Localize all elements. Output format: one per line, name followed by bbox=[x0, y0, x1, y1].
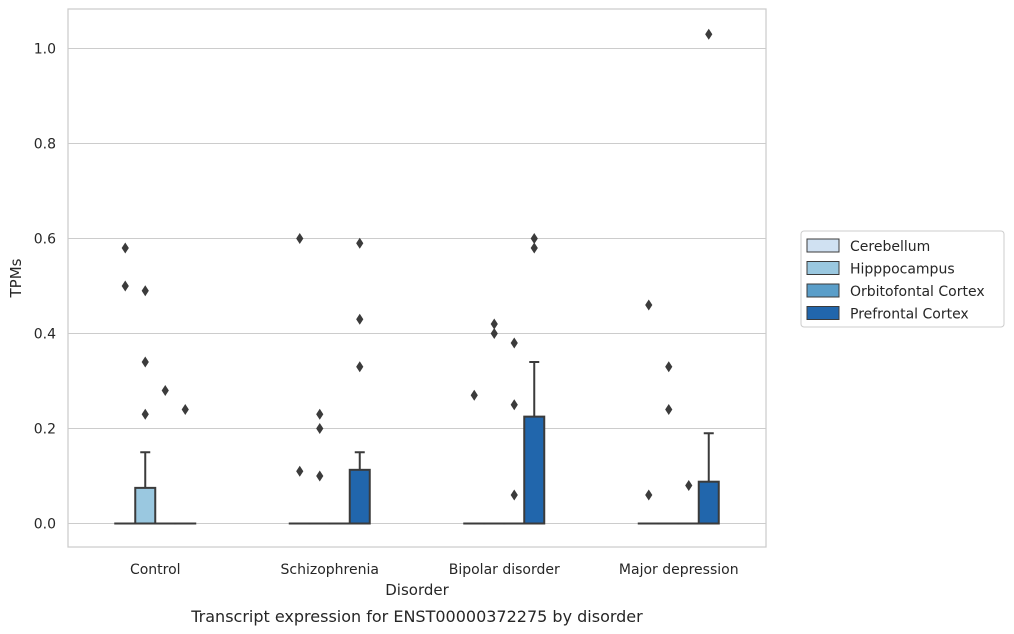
legend-label: Prefrontal Cortex bbox=[850, 307, 969, 323]
outlier-point bbox=[316, 470, 324, 482]
box-group bbox=[463, 389, 486, 525]
y-tick-label: 0.8 bbox=[34, 137, 56, 153]
box-group bbox=[483, 318, 506, 525]
legend-swatch bbox=[806, 306, 840, 320]
x-tick-label: Major depression bbox=[619, 562, 739, 578]
box-group bbox=[677, 480, 700, 525]
box-group bbox=[523, 233, 546, 525]
legend-label: Orbitofontal Cortex bbox=[850, 284, 985, 300]
box-group bbox=[154, 385, 177, 525]
outlier-point bbox=[665, 361, 673, 373]
outlier-point bbox=[316, 408, 324, 420]
outlier-point bbox=[645, 489, 653, 501]
y-tick-label: 0.4 bbox=[34, 327, 56, 343]
box bbox=[523, 415, 546, 525]
grid-lines bbox=[68, 47, 766, 525]
box-group bbox=[134, 285, 157, 525]
outlier-point bbox=[161, 385, 169, 396]
legend-frame bbox=[800, 230, 1005, 328]
box-group bbox=[174, 404, 197, 525]
x-tick-label: Bipolar disorder bbox=[449, 562, 560, 578]
box-group bbox=[308, 408, 331, 525]
box bbox=[348, 468, 371, 525]
outlier-point bbox=[141, 408, 149, 420]
box bbox=[697, 480, 720, 525]
box-group bbox=[503, 337, 526, 525]
outlier-point bbox=[510, 489, 518, 501]
y-tick-label: 0.2 bbox=[34, 422, 56, 438]
legend-label: Hipppocampus bbox=[850, 262, 955, 278]
box bbox=[134, 486, 157, 525]
legend: Cerebellum Hipppocampus Orbitofontal Corte… bbox=[800, 230, 1005, 328]
outlier-point bbox=[141, 356, 149, 368]
x-tick-label: Control bbox=[130, 562, 181, 578]
boxes-layer bbox=[114, 28, 720, 525]
x-tick-labels: Control Schizophrenia Bipolar disorder Majo… bbox=[130, 562, 739, 578]
y-tick-label: 0.0 bbox=[34, 517, 56, 533]
outlier-point bbox=[530, 233, 538, 244]
x-tick-label: Schizophrenia bbox=[281, 562, 379, 578]
y-tick-label: 1.0 bbox=[34, 42, 56, 58]
outlier-point bbox=[316, 423, 324, 434]
outlier-point bbox=[490, 318, 498, 330]
outlier-point bbox=[121, 280, 129, 292]
outlier-point bbox=[356, 313, 364, 325]
y-axis-label: TPMs bbox=[7, 258, 25, 298]
outlier-point bbox=[665, 404, 673, 415]
box-group bbox=[697, 28, 720, 525]
chart-caption: Transcript expression for ENST0000037227… bbox=[190, 607, 643, 626]
outlier-point bbox=[470, 389, 478, 401]
outlier-point bbox=[181, 404, 189, 415]
outlier-point bbox=[490, 328, 498, 339]
outlier-point bbox=[510, 337, 518, 349]
y-tick-labels: 0.0 0.2 0.4 0.6 0.8 1.0 bbox=[34, 42, 56, 533]
outlier-point bbox=[530, 242, 538, 254]
legend-label: Cerebellum bbox=[850, 239, 930, 255]
legend-swatch bbox=[806, 261, 840, 275]
box-group bbox=[348, 237, 371, 525]
outlier-point bbox=[121, 242, 129, 254]
outlier-point bbox=[510, 399, 518, 411]
outlier-point bbox=[685, 480, 693, 491]
box-group bbox=[288, 233, 311, 525]
outlier-point bbox=[356, 237, 364, 249]
y-tick-label: 0.6 bbox=[34, 232, 56, 248]
plot-frame bbox=[67, 8, 767, 548]
legend-swatch bbox=[806, 238, 840, 253]
outlier-point bbox=[296, 465, 304, 477]
outlier-point bbox=[141, 285, 149, 297]
outlier-point bbox=[356, 361, 364, 373]
outlier-point bbox=[296, 233, 304, 244]
box-group bbox=[114, 242, 137, 525]
outlier-point bbox=[645, 299, 653, 311]
box-group bbox=[657, 361, 680, 525]
legend-swatch bbox=[806, 283, 840, 298]
x-axis-label: Disorder bbox=[385, 581, 449, 599]
outlier-point bbox=[705, 28, 713, 40]
